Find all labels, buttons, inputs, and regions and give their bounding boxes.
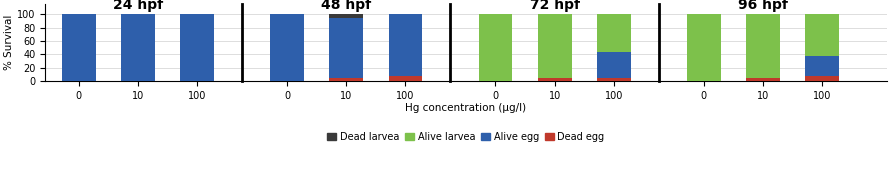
Text: 24 hpf: 24 hpf [113, 0, 163, 12]
Y-axis label: % Survival: % Survival [4, 15, 14, 70]
Bar [746, 78, 780, 81]
Legend: Dead larvea, Alive larvea, Alive egg, Dead egg: Dead larvea, Alive larvea, Alive egg, De… [323, 128, 609, 146]
Bar [805, 14, 839, 56]
Bar [805, 76, 839, 81]
Bar [746, 14, 780, 78]
Bar [597, 78, 631, 81]
Bar [270, 14, 304, 81]
Bar [597, 14, 631, 52]
Bar [538, 14, 571, 78]
Bar [180, 14, 214, 81]
Text: 96 hpf: 96 hpf [738, 0, 788, 12]
Bar [330, 78, 364, 81]
Bar [388, 76, 422, 81]
Bar [687, 14, 721, 81]
Bar [805, 56, 839, 76]
Bar [121, 14, 155, 81]
Bar [330, 18, 364, 78]
X-axis label: Hg concentration (μg/l): Hg concentration (μg/l) [405, 103, 527, 114]
Bar [388, 14, 422, 76]
Text: 48 hpf: 48 hpf [322, 0, 372, 12]
Bar [62, 14, 95, 81]
Bar [597, 52, 631, 78]
Bar [478, 14, 512, 81]
Bar [538, 78, 571, 81]
Text: 72 hpf: 72 hpf [529, 0, 580, 12]
Bar [330, 14, 364, 18]
